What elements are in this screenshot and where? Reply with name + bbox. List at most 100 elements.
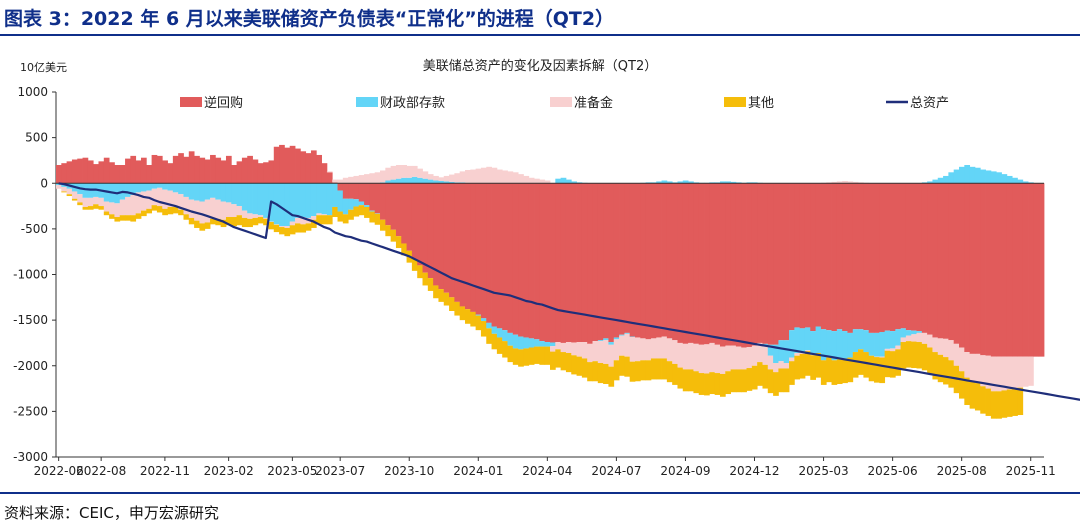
bar-other bbox=[257, 217, 264, 224]
bar-fiscal-deposit bbox=[236, 183, 243, 207]
bar-other bbox=[884, 350, 891, 378]
bar-reverse-repo bbox=[210, 154, 216, 184]
bar-other bbox=[974, 383, 981, 411]
bar-other bbox=[900, 342, 907, 369]
bar-reverse-repo bbox=[56, 165, 62, 184]
bar-reverse-repo bbox=[534, 183, 540, 340]
bar-reverse-repo bbox=[364, 183, 370, 206]
bar-other bbox=[911, 341, 917, 369]
bar-other bbox=[87, 206, 94, 210]
bar-reserves bbox=[231, 204, 238, 218]
bar-fiscal-deposit bbox=[985, 170, 992, 184]
bar-reserves bbox=[406, 165, 413, 178]
bar-fiscal-deposit bbox=[326, 183, 333, 216]
bar-other bbox=[794, 355, 801, 380]
bar-fiscal-deposit bbox=[555, 178, 562, 184]
bar-reverse-repo bbox=[974, 183, 981, 354]
bar-reverse-repo bbox=[273, 146, 280, 184]
bar-reserves bbox=[757, 342, 763, 363]
x-tick-label: 2024-01 bbox=[453, 464, 503, 478]
bar-reverse-repo bbox=[247, 155, 253, 184]
bar-reserves bbox=[656, 337, 662, 359]
bar-reserves bbox=[603, 340, 609, 364]
bar-other bbox=[778, 368, 785, 393]
bar-reverse-repo bbox=[619, 183, 625, 335]
bar-reserves bbox=[932, 337, 939, 353]
bar-other bbox=[279, 227, 285, 235]
bar-fiscal-deposit bbox=[231, 183, 238, 205]
bar-reserves bbox=[353, 175, 360, 184]
bar-other bbox=[789, 361, 795, 385]
bar-other bbox=[135, 213, 142, 219]
bar-reverse-repo bbox=[1017, 183, 1024, 357]
bar-other bbox=[93, 204, 99, 209]
bar-reserves bbox=[874, 356, 880, 358]
bar-other bbox=[220, 219, 227, 228]
bar-other bbox=[353, 206, 360, 217]
bar-reverse-repo bbox=[704, 183, 710, 345]
bar-other bbox=[289, 225, 296, 235]
bar-other bbox=[889, 351, 896, 378]
bar-fiscal-deposit bbox=[550, 342, 556, 347]
bar-other bbox=[895, 349, 901, 376]
bar-fiscal-deposit bbox=[496, 328, 503, 338]
bar-reserves bbox=[1006, 356, 1013, 390]
bar-other bbox=[146, 208, 153, 214]
bar-fiscal-deposit bbox=[225, 183, 232, 203]
bar-other bbox=[449, 297, 455, 311]
bar-reverse-repo bbox=[225, 155, 232, 184]
bar-reverse-repo bbox=[783, 183, 790, 341]
bar-other bbox=[130, 215, 137, 222]
bar-other bbox=[544, 346, 551, 365]
bar-reserves bbox=[188, 199, 195, 218]
bar-reserves bbox=[273, 224, 280, 225]
bar-reserves bbox=[316, 213, 322, 216]
bar-reverse-repo bbox=[804, 183, 811, 328]
bar-other bbox=[565, 352, 572, 373]
bar-other bbox=[241, 217, 248, 228]
bar-fiscal-deposit bbox=[794, 327, 801, 353]
bar-reserves bbox=[682, 343, 689, 370]
bar-reverse-repo bbox=[257, 163, 264, 184]
bar-reverse-repo bbox=[316, 154, 322, 184]
bar-reverse-repo bbox=[348, 183, 354, 199]
bar-reserves bbox=[698, 344, 705, 374]
bar-fiscal-deposit bbox=[911, 330, 917, 335]
bar-fiscal-deposit bbox=[688, 181, 694, 184]
bar-other bbox=[624, 356, 631, 377]
bar-fiscal-deposit bbox=[183, 183, 190, 197]
bar-reserves bbox=[449, 174, 455, 182]
bar-other bbox=[996, 391, 1002, 419]
bar-reverse-repo bbox=[640, 183, 647, 339]
bar-reverse-repo bbox=[353, 183, 360, 200]
bar-reverse-repo bbox=[279, 144, 285, 184]
bar-fiscal-deposit bbox=[943, 175, 949, 184]
bar-reserves bbox=[241, 210, 248, 218]
bar-fiscal-deposit bbox=[1022, 181, 1029, 184]
bar-reserves bbox=[411, 165, 418, 177]
bar-fiscal-deposit bbox=[427, 179, 434, 184]
bar-fiscal-deposit bbox=[151, 183, 158, 189]
bar-reverse-repo bbox=[321, 163, 328, 184]
bar-other bbox=[804, 351, 811, 376]
bar-other bbox=[613, 360, 620, 381]
bar-fiscal-deposit bbox=[401, 177, 407, 184]
bar-fiscal-deposit bbox=[544, 342, 551, 347]
bar-reverse-repo bbox=[666, 183, 673, 339]
bar-other bbox=[783, 368, 790, 393]
bar-reverse-repo bbox=[369, 183, 376, 211]
bar-reverse-repo bbox=[905, 183, 912, 331]
bar-fiscal-deposit bbox=[868, 332, 875, 356]
bar-other bbox=[332, 206, 338, 218]
bar-reverse-repo bbox=[310, 150, 317, 184]
bar-other bbox=[502, 341, 508, 358]
bar-reverse-repo bbox=[826, 183, 832, 331]
bar-other bbox=[295, 223, 301, 233]
bar-other bbox=[300, 224, 307, 233]
bar-fiscal-deposit bbox=[215, 183, 222, 200]
bar-fiscal-deposit bbox=[884, 330, 891, 349]
fed-balance-sheet-chart: 美联储总资产的变化及因素拆解（QT2） 10亿美元 逆回购 财政部存款 准备金 其他 总… bbox=[13, 58, 1080, 478]
y-tick-label: -1000 bbox=[13, 268, 48, 282]
bar-fiscal-deposit bbox=[438, 180, 445, 184]
bar-fiscal-deposit bbox=[964, 165, 971, 184]
